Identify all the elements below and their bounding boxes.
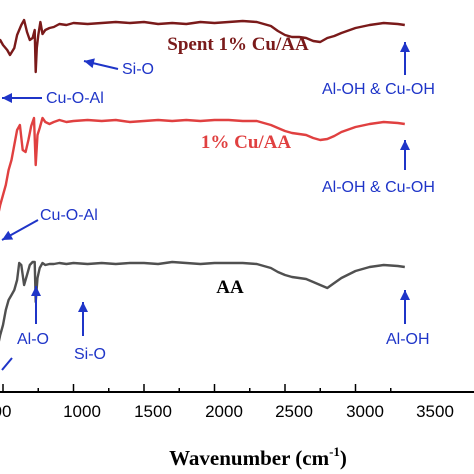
peak-annotation: Al-OH & Cu-OH (322, 179, 435, 196)
annotation-arrowhead (400, 290, 410, 300)
x-tick-label: 1000 (63, 402, 101, 421)
x-tick-label: 00 (0, 402, 11, 421)
series-label: 1% Cu/AA (201, 132, 292, 153)
series-line-1 (0, 116, 405, 212)
annotation-arrowhead (31, 286, 41, 296)
annotation-arrowhead (2, 230, 14, 240)
peak-annotation: Al-OH (386, 331, 430, 348)
x-tick-label: 3000 (346, 402, 384, 421)
annotation-layer: Spent 1% Cu/AA Si-O Cu-O-Al Al-OH & Cu-OH 1%… (1, 34, 435, 371)
series-label: AA (216, 277, 244, 298)
peak-annotation: Al-O (17, 331, 49, 348)
peak-annotation: Si-O (74, 346, 106, 363)
series-label: Spent 1% Cu/AA (167, 34, 309, 55)
peak-annotation: Al-OH & Cu-OH (322, 81, 435, 98)
x-tick-label: 3500 (416, 402, 454, 421)
x-axis-title: Wavenumber (cm-1) (169, 444, 347, 470)
x-tick-label: 2500 (275, 402, 313, 421)
x-tick-label: 2000 (205, 402, 243, 421)
annotation-arrowhead (400, 42, 410, 52)
annotation-arrowhead (400, 140, 410, 150)
annotation-arrow (1, 357, 13, 371)
series-line-0 (0, 18, 405, 74)
series-line-2 (0, 260, 405, 342)
peak-annotation: Si-O (122, 61, 154, 78)
annotation-arrowhead (78, 302, 88, 312)
series-layer (0, 18, 405, 342)
peak-annotation: Cu-O-Al (40, 207, 98, 224)
x-axis: Wavenumber (cm-1) 00 1000 1500 2000 2500 3000… (0, 384, 474, 470)
x-tick-label: 1500 (134, 402, 172, 421)
annotation-arrowhead (84, 58, 95, 69)
annotation-arrowhead (2, 93, 12, 103)
peak-annotation: Cu-O-Al (46, 90, 104, 107)
